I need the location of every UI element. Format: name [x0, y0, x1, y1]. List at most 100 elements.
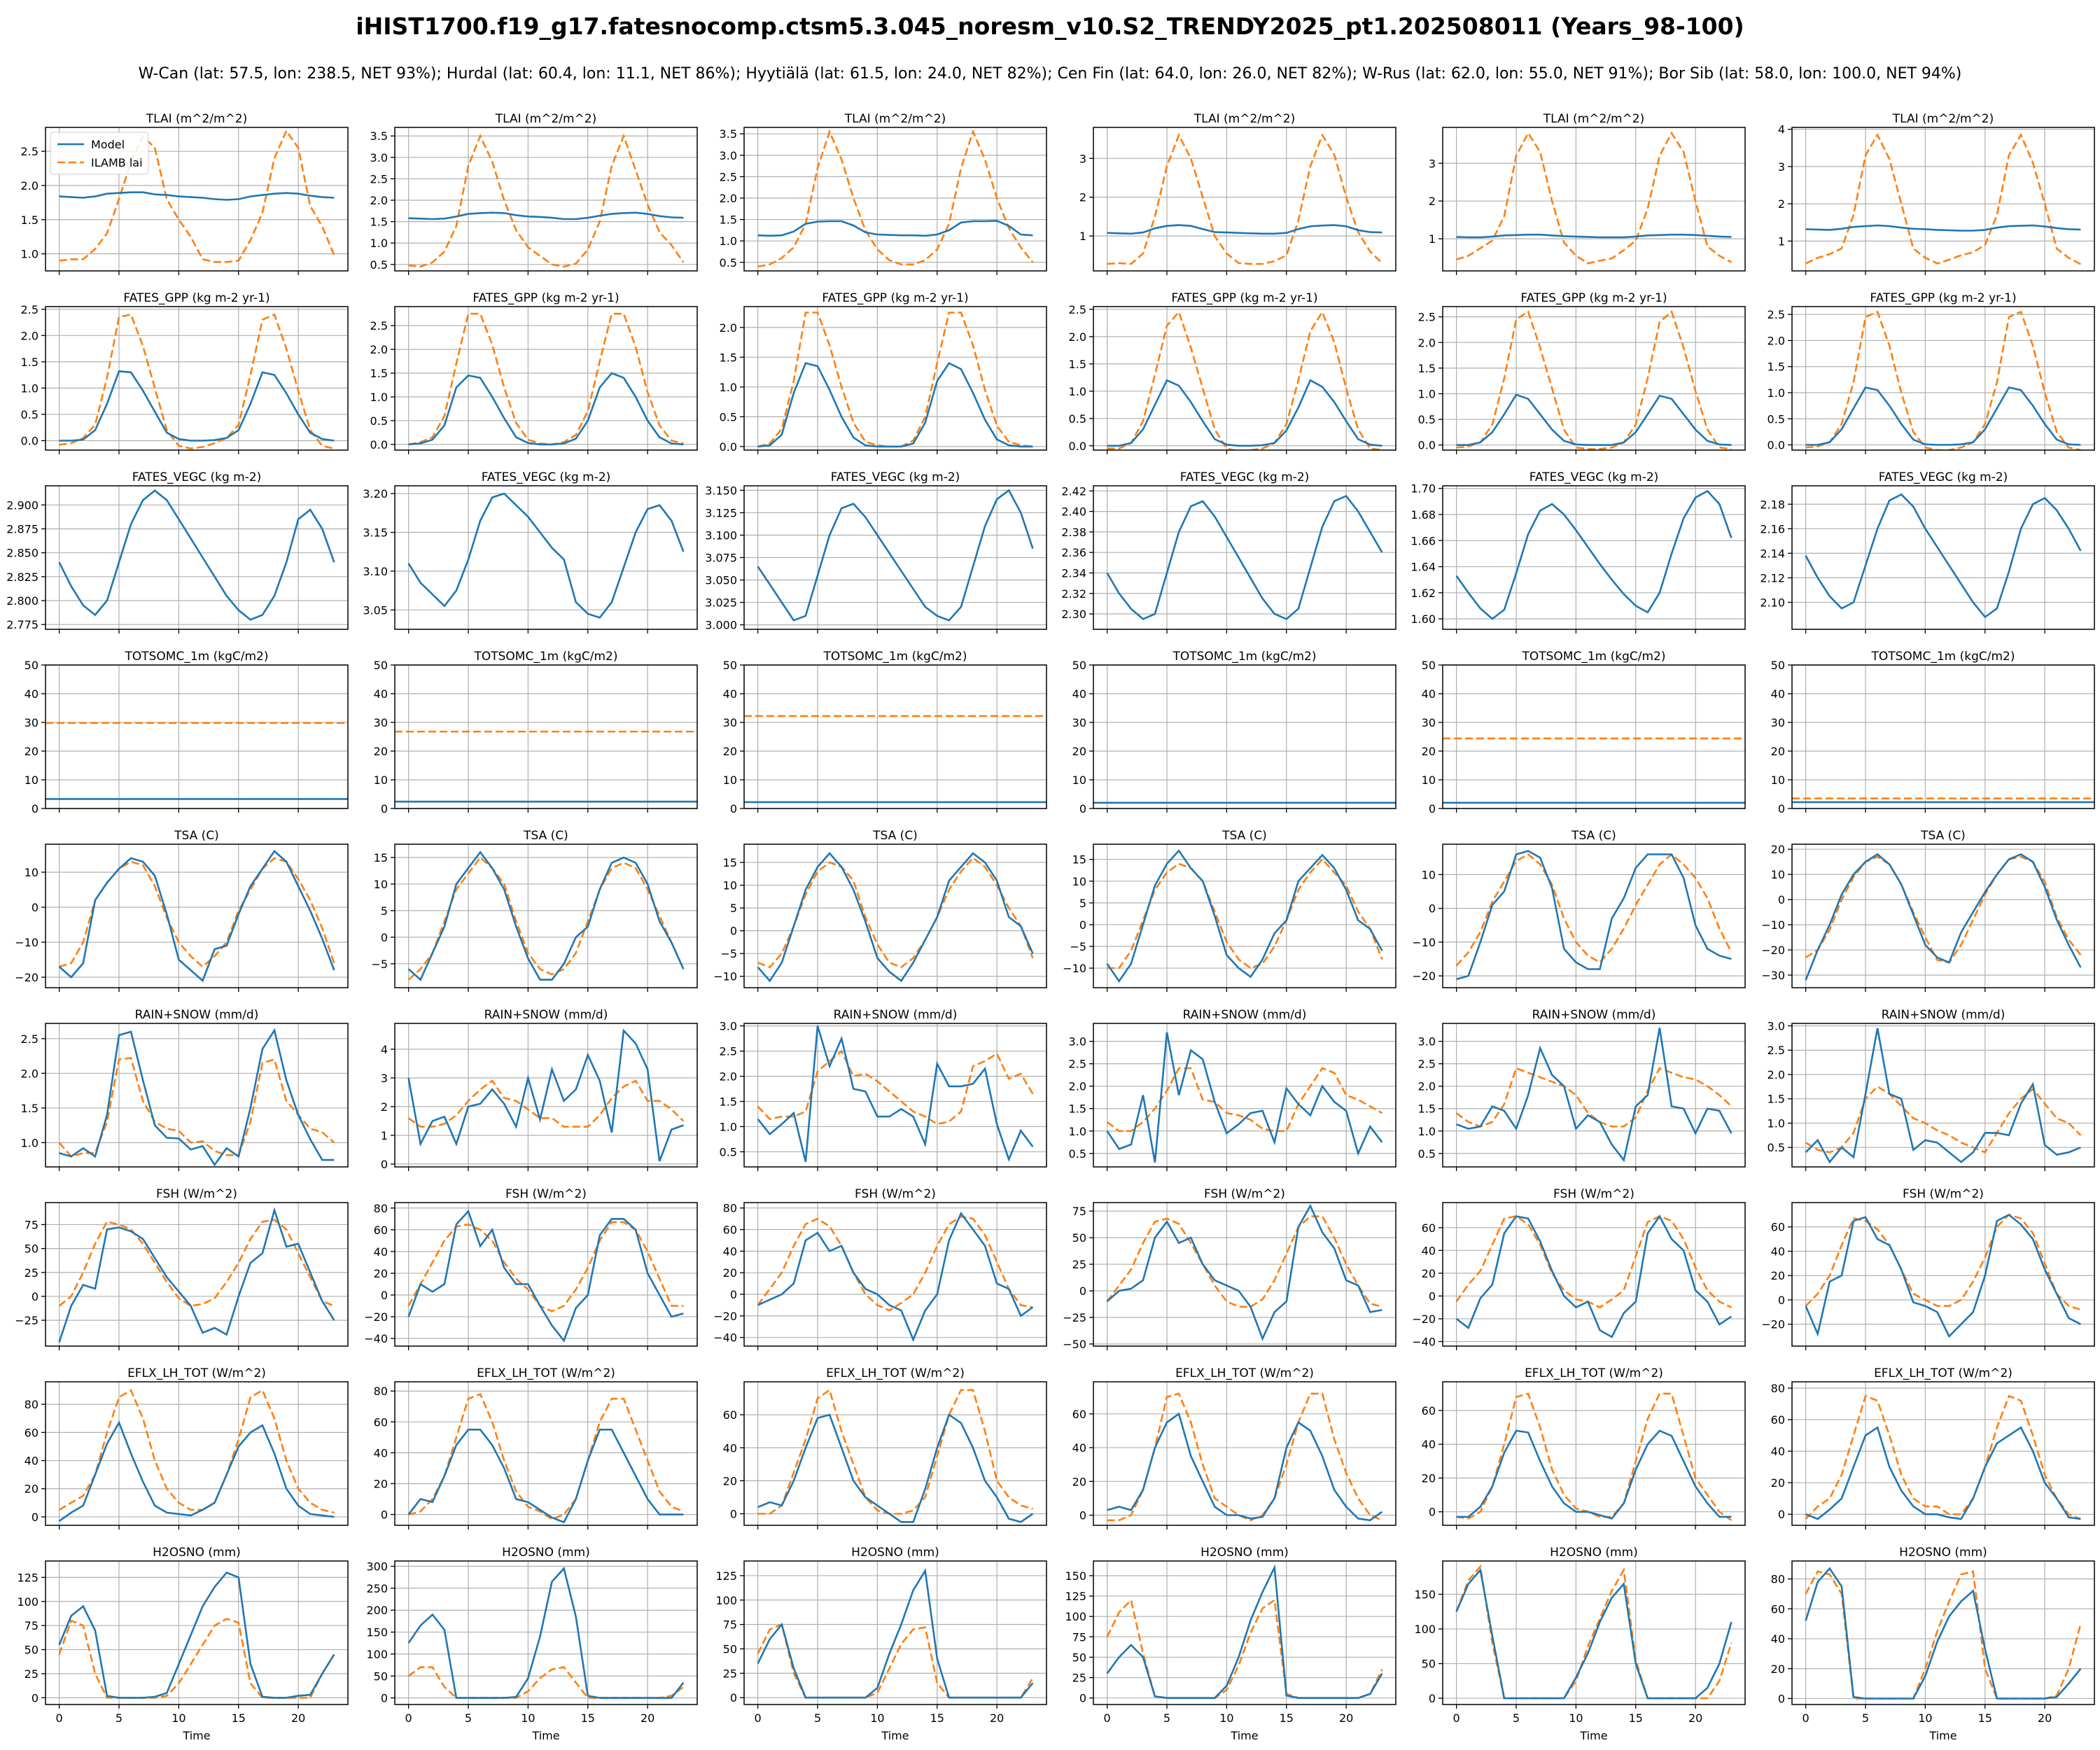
ilamb-line	[1455, 1067, 1732, 1128]
y-tick-label: 10	[374, 774, 388, 787]
panel-7-1: 0 20 40 60 80 EFLX_LH_TOT (W/m^2)	[374, 1366, 698, 1530]
x-axis-label: Time	[881, 1729, 909, 1742]
y-tick-label: −40	[713, 1331, 737, 1345]
y-tick-label: −20	[1412, 1312, 1436, 1326]
y-tick-label: 2.10	[1760, 596, 1785, 609]
y-tick-label: 1.0	[1069, 1125, 1086, 1138]
y-tick-label: 3.125	[705, 506, 737, 519]
y-tick-label: 125	[17, 1571, 38, 1584]
x-tick-label: 20	[2038, 1712, 2052, 1725]
y-tick-label: 2.0	[720, 321, 737, 335]
series-group	[407, 1209, 684, 1343]
ilamb-line	[58, 1219, 335, 1307]
axes-frame	[394, 485, 698, 630]
y-tick-label: 50	[1072, 659, 1086, 672]
y-tick-label: 10	[374, 878, 388, 891]
x-tick-label: 15	[1629, 1712, 1643, 1725]
model-line	[1805, 1567, 2082, 1700]
y-tick-label: 1.5	[720, 214, 737, 227]
axes-frame	[45, 306, 349, 451]
panel-8-3: 0 25 50 75 100 125 150 0 5 10 15 20 Time H2OSNO (mm)	[1065, 1546, 1396, 1742]
panel-title: EFLX_LH_TOT (W/m^2)	[1175, 1366, 1314, 1380]
y-tick-label: 4	[1778, 123, 1785, 136]
y-tick-label: 0	[1079, 1692, 1086, 1705]
axes-frame	[1791, 1381, 2095, 1526]
panel-5-4: 0.5 1.0 1.5 2.0 2.5 3.0 RAIN+SNOW (mm/d)	[1418, 1008, 1746, 1171]
ilamb-line	[1805, 855, 2082, 964]
x-tick-label: 5	[115, 1712, 122, 1725]
y-tick-label: 30	[24, 716, 38, 729]
series-group	[1792, 797, 2094, 804]
axes-frame	[45, 127, 349, 272]
axes-frame	[1442, 664, 1746, 809]
series-group	[1107, 1392, 1383, 1522]
panel-0-4: 1 2 3 TLAI (m^2/m^2)	[1429, 112, 1746, 275]
x-tick-label: 20	[1339, 1712, 1353, 1725]
y-tick-label: 3.10	[363, 565, 388, 578]
y-tick-label: 2.0	[370, 343, 388, 356]
y-tick-label: 2.0	[720, 1070, 737, 1084]
panel-title: FATES_GPP (kg m-2 yr-1)	[472, 291, 619, 305]
series-group	[757, 1568, 1034, 1699]
y-tick-label: 0.5	[1768, 412, 1785, 426]
axes-frame	[394, 1381, 698, 1526]
ilamb-line	[407, 1666, 685, 1699]
ilamb-line	[1107, 309, 1382, 450]
axes-frame	[45, 664, 349, 809]
model-line	[1805, 1028, 2081, 1164]
y-tick-label: 250	[366, 1582, 388, 1595]
y-tick-label: 0	[31, 1290, 38, 1303]
ilamb-line	[1106, 1067, 1383, 1133]
y-tick-label: 2.38	[1061, 526, 1086, 539]
panel-1-3: 0.0 0.5 1.0 1.5 2.0 2.5 FATES_GPP (kg m-2 yr-1…	[1069, 291, 1396, 454]
y-tick-label: 1	[1778, 234, 1785, 248]
axes-frame	[1442, 1560, 1746, 1705]
axes-frame	[1093, 127, 1396, 272]
y-tick-label: 50	[1771, 659, 1785, 672]
axes-frame	[1442, 1023, 1746, 1168]
y-tick-label: −20	[1761, 1318, 1785, 1331]
y-tick-label: 1.5	[720, 351, 737, 364]
model-line	[58, 1571, 335, 1699]
y-tick-label: 2.775	[6, 618, 38, 631]
y-tick-label: 60	[1771, 1602, 1785, 1616]
y-tick-label: 50	[374, 659, 388, 672]
ilamb-line	[757, 1049, 1034, 1126]
model-line	[1805, 224, 2081, 232]
model-line	[1455, 489, 1732, 620]
series-group	[757, 129, 1034, 268]
panel-0-2: 0.5 1.0 1.5 2.0 2.5 3.0 3.5 TLAI (m^2/m^2)	[720, 112, 1047, 275]
model-line	[1456, 850, 1732, 981]
y-tick-label: 1.5	[1418, 362, 1436, 375]
y-tick-label: 100	[1065, 1610, 1086, 1623]
panel-title: EFLX_LH_TOT (W/m^2)	[127, 1366, 266, 1380]
panel-7-5: 0 20 40 60 80 EFLX_LH_TOT (W/m^2)	[1771, 1366, 2095, 1530]
y-tick-label: −5	[1070, 940, 1086, 953]
legend-model-label: Model	[91, 138, 125, 151]
model-line	[1456, 1429, 1732, 1520]
model-line	[1805, 853, 2082, 981]
y-tick-label: 60	[1072, 1408, 1086, 1421]
y-tick-label: 0	[1778, 1294, 1785, 1307]
y-tick-label: 20	[1072, 1475, 1086, 1488]
axes-frame	[394, 127, 698, 272]
y-tick-label: 0.0	[1768, 439, 1785, 452]
y-tick-label: 2.5	[1768, 1044, 1785, 1057]
y-tick-label: 2.850	[6, 547, 38, 560]
y-tick-label: 40	[1072, 1441, 1086, 1455]
series-group	[1443, 737, 1745, 804]
y-tick-label: 40	[1422, 1244, 1436, 1257]
y-tick-label: 60	[1422, 1222, 1436, 1235]
y-tick-label: 20	[723, 745, 737, 758]
y-tick-label: 50	[1422, 659, 1436, 672]
panel-title: TSA (C)	[1222, 829, 1267, 843]
panel-title: FSH (W/m^2)	[1903, 1187, 1984, 1201]
panel-title: TOTSOMC_1m (kgC/m2)	[124, 650, 268, 664]
series-group	[1106, 1564, 1383, 1699]
axes-frame	[394, 664, 698, 809]
y-tick-label: 0.0	[1069, 440, 1086, 453]
y-tick-label: 3.000	[705, 619, 737, 632]
series-group	[1805, 1028, 2082, 1164]
axes-frame	[45, 1560, 349, 1705]
series-group	[408, 133, 685, 268]
